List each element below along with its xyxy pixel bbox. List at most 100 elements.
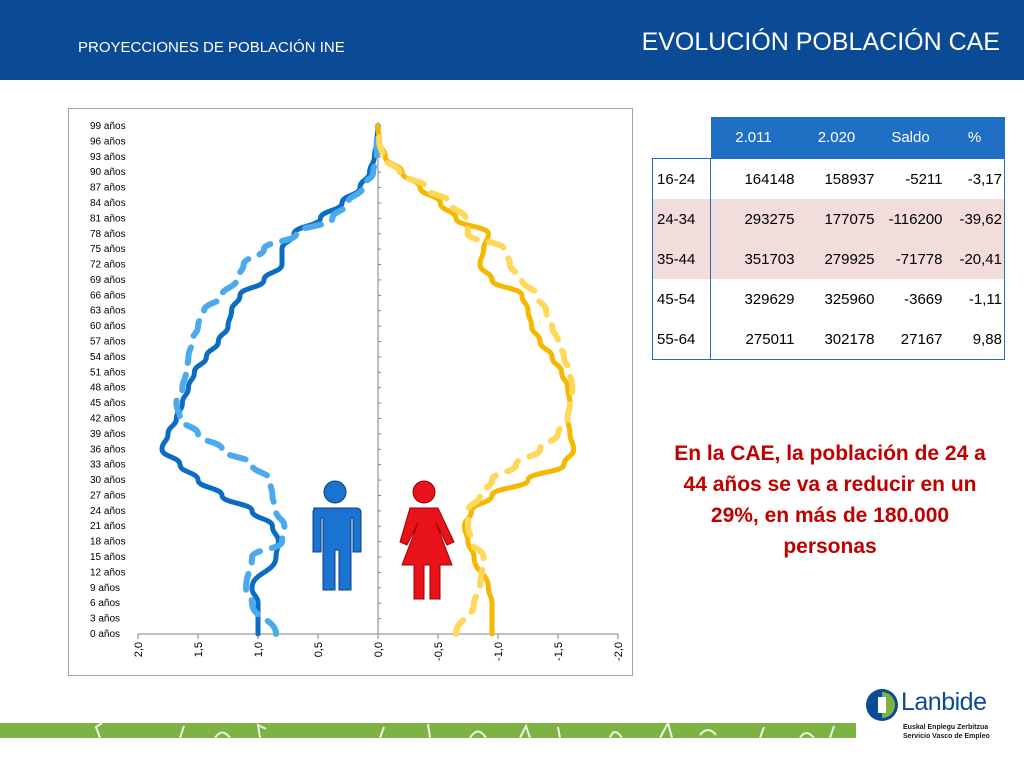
- table-cell: 177075: [796, 199, 877, 239]
- table-row: 45-54 329629 325960 -3669 -1,11: [652, 279, 1005, 319]
- y-tick-label: 18 años: [90, 537, 126, 548]
- page-title: EVOLUCIÓN POBLACIÓN CAE: [641, 28, 1000, 56]
- table-cell: 9,88: [944, 319, 1005, 360]
- y-tick-label: 9 años: [90, 583, 120, 594]
- table-cell: -3,17: [944, 158, 1005, 199]
- table-cell: 293275: [710, 199, 797, 239]
- y-tick-label: 48 años: [90, 383, 126, 394]
- table-header-row: 2.011 2.020 Saldo %: [652, 117, 1005, 159]
- series-line-female_2011: [375, 123, 577, 637]
- x-tick-label: -2,0: [613, 642, 625, 661]
- series-line-male_2011: [159, 123, 381, 637]
- y-tick-label: 84 años: [90, 198, 126, 209]
- y-tick-label: 60 años: [90, 321, 126, 332]
- table-cell-range: 16-24: [652, 158, 711, 199]
- y-tick-label: 36 años: [90, 444, 126, 455]
- table-cell: 302178: [796, 319, 877, 360]
- header-subtitle: PROYECCIONES DE POBLACIÓN INE: [78, 39, 345, 56]
- y-tick-label: 87 años: [90, 183, 126, 194]
- y-tick-label: 27 años: [90, 490, 126, 501]
- callout-text: En la CAE, la población de 24 a 44 años …: [674, 442, 986, 558]
- table-cell: 329629: [710, 279, 797, 319]
- x-tick-label: -1,0: [493, 642, 505, 661]
- population-table: 2.011 2.020 Saldo % 16-24 164148 158937 …: [652, 117, 1005, 360]
- y-tick-label: 90 años: [90, 167, 126, 178]
- y-tick-label: 99 años: [90, 121, 126, 132]
- x-tick-label: 1,5: [193, 642, 205, 657]
- table-cell-range: 45-54: [652, 279, 711, 319]
- male-person-icon: [323, 480, 347, 504]
- table-cell: -1,11: [944, 279, 1005, 319]
- population-pyramid-chart: 2,0 1,5 1,0 0,5 0,0 -0,5 -1,0 -1,5 -2,0 0 años 3 a…: [90, 121, 625, 661]
- table-cell: 164148: [710, 158, 797, 199]
- y-tick-label: 72 años: [90, 260, 126, 271]
- y-tick-label: 33 años: [90, 460, 126, 471]
- header-bar: PROYECCIONES DE POBLACIÓN INE EVOLUCIÓN …: [0, 0, 1024, 80]
- x-tick-label: 2,0: [133, 642, 145, 657]
- x-tick-label: 0,0: [373, 642, 385, 657]
- table-cell: 279925: [796, 239, 877, 279]
- y-tick-label: 24 años: [90, 506, 126, 517]
- table-cell: -116200: [876, 199, 945, 239]
- y-tick-label: 30 años: [90, 475, 126, 486]
- y-tick-label: 69 años: [90, 275, 126, 286]
- x-tick-label: -0,5: [433, 642, 445, 661]
- y-tick-label: 78 años: [90, 229, 126, 240]
- y-tick-label: 66 años: [90, 290, 126, 301]
- y-tick-label: 15 años: [90, 552, 126, 563]
- y-tick-label: 96 años: [90, 136, 126, 147]
- x-tick-label: -1,5: [553, 642, 565, 661]
- table-cell: -3669: [876, 279, 945, 319]
- table-cell: 275011: [710, 319, 797, 360]
- y-tick-label: 51 años: [90, 367, 126, 378]
- table-cell: 158937: [796, 158, 877, 199]
- x-tick-label: 1,0: [253, 642, 265, 657]
- y-tick-label: 45 años: [90, 398, 126, 409]
- male-person-body-icon: [312, 507, 362, 591]
- lanbide-logo-icon: [866, 689, 898, 721]
- y-tick-label: 93 años: [90, 152, 126, 163]
- female-person-icon: [412, 480, 436, 504]
- footer-band: [0, 723, 856, 738]
- logo-tagline-eu: Euskal Enplegu Zerbitzua: [903, 724, 989, 731]
- y-tick-label: 54 años: [90, 352, 126, 363]
- table-cell: -71778: [876, 239, 945, 279]
- table-cell: 325960: [796, 279, 877, 319]
- table-cell-range: 24-34: [652, 199, 711, 239]
- y-tick-label: 63 años: [90, 306, 126, 317]
- y-tick-label: 21 años: [90, 521, 126, 532]
- table-row: 35-44 351703 279925 -71778 -20,41: [652, 239, 1005, 279]
- table-cell-range: 35-44: [652, 239, 711, 279]
- y-tick-label: 39 años: [90, 429, 126, 440]
- series-line-male_2020: [173, 123, 381, 637]
- table-header-cell: Saldo: [876, 117, 945, 159]
- logo-tagline-es: Servicio Vasco de Empleo: [903, 733, 990, 740]
- table-cell: -39,62: [944, 199, 1005, 239]
- y-tick-label: 3 años: [90, 614, 120, 625]
- y-tick-label: 75 años: [90, 244, 126, 255]
- table-cell-range: 55-64: [652, 319, 711, 360]
- female-person-body-icon: [399, 507, 455, 600]
- table-cell: -20,41: [944, 239, 1005, 279]
- logo-wordmark: Lanbide: [901, 688, 987, 716]
- table-cell: 27167: [876, 319, 945, 360]
- table-cell: 351703: [710, 239, 797, 279]
- table-cell: -5211: [876, 158, 945, 199]
- y-tick-label: 12 años: [90, 567, 126, 578]
- table-header-cell: 2.020: [796, 117, 877, 159]
- y-tick-label: 0 años: [90, 629, 120, 640]
- y-tick-label: 57 años: [90, 337, 126, 348]
- footer-silhouettes: [94, 723, 835, 738]
- table-header-cell: %: [944, 117, 1005, 159]
- series-line-female_2020: [375, 123, 576, 637]
- y-tick-label: 81 años: [90, 213, 126, 224]
- table-row: 24-34 293275 177075 -116200 -39,62: [652, 199, 1005, 239]
- y-tick-label: 6 años: [90, 598, 120, 609]
- table-row: 55-64 275011 302178 27167 9,88: [652, 319, 1005, 360]
- table-row: 16-24 164148 158937 -5211 -3,17: [652, 158, 1005, 199]
- y-tick-label: 42 años: [90, 413, 126, 424]
- lanbide-logo: Lanbide Euskal Enplegu Zerbitzua Servici…: [865, 688, 1005, 744]
- x-tick-label: 0,5: [313, 642, 325, 657]
- table-header-cell: 2.011: [710, 117, 797, 159]
- table-header-empty: [652, 117, 711, 159]
